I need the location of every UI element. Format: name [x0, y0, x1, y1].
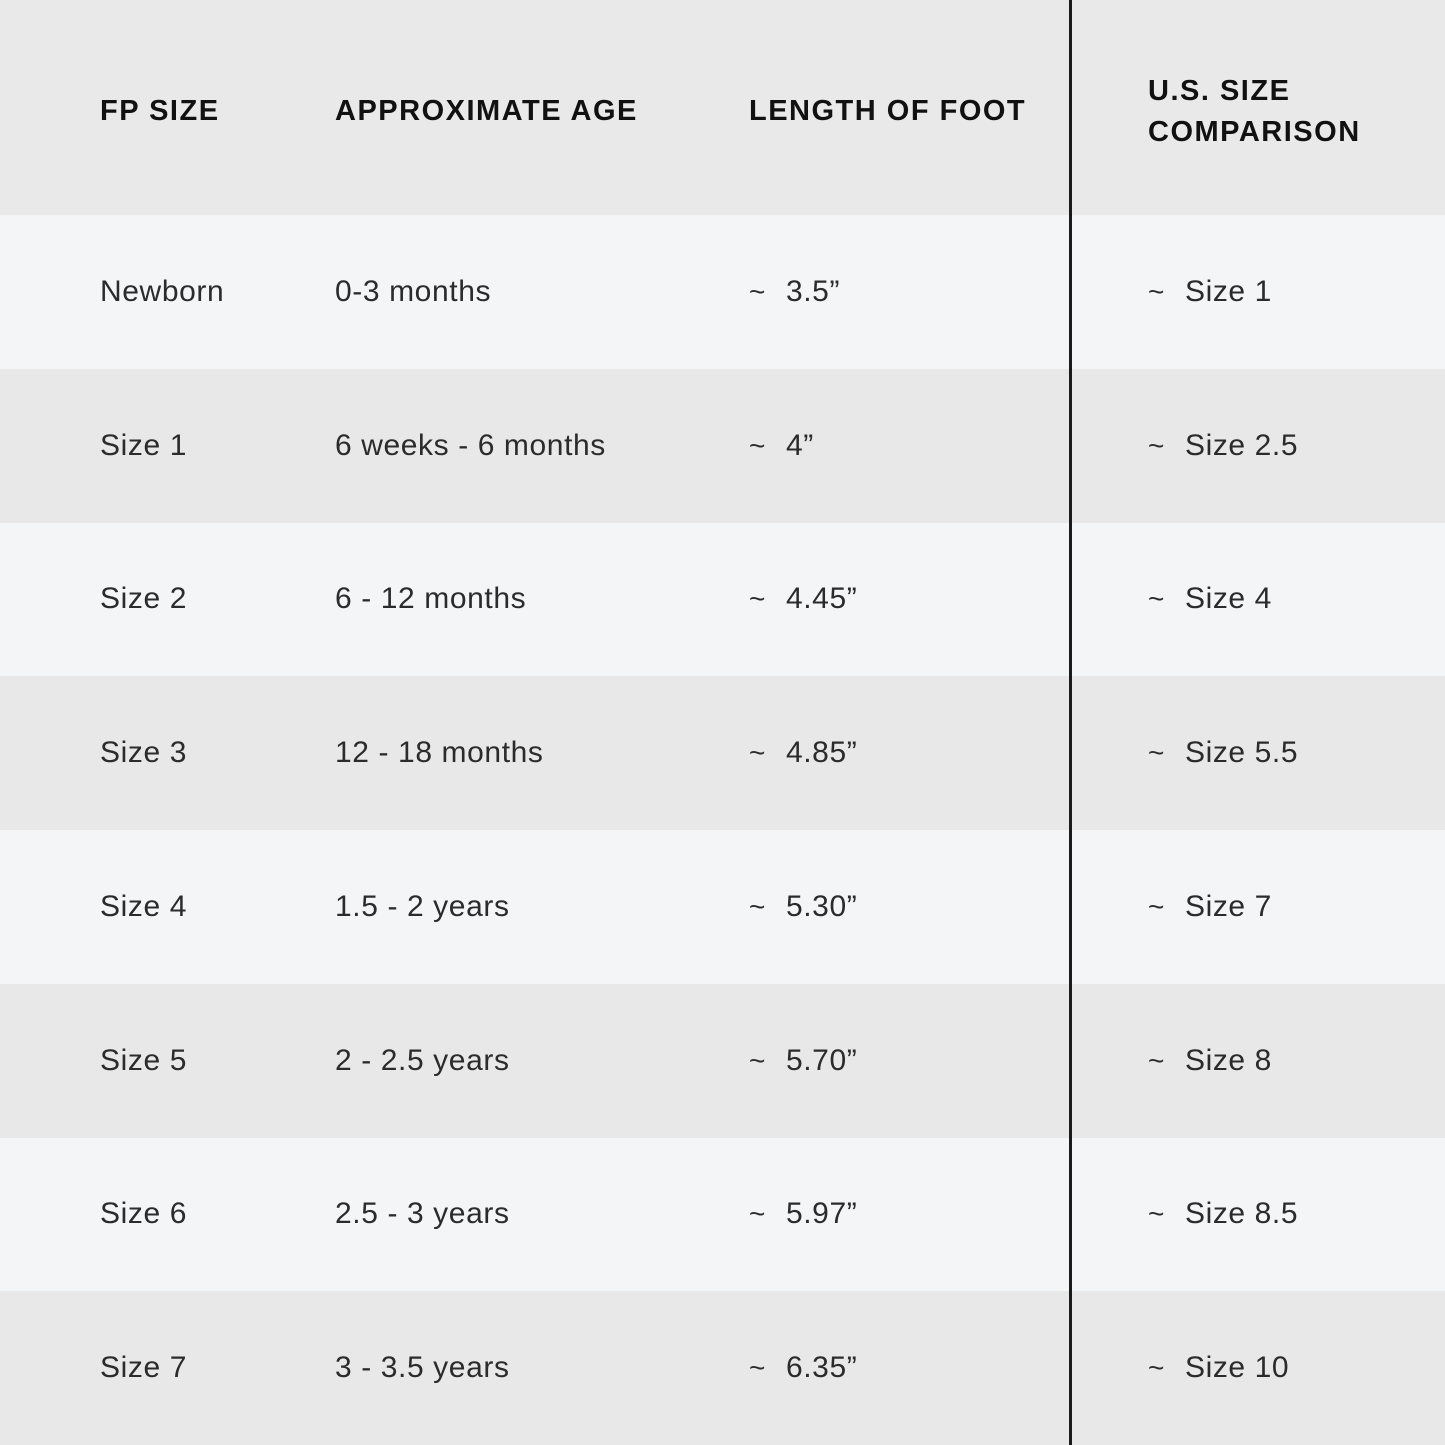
approx-tilde: ~ — [1148, 583, 1165, 615]
table-body: Newborn 0-3 months ~3.5” ~ Size 1 Size 1 … — [0, 215, 1445, 1445]
age-cell: 1.5 - 2 years — [335, 889, 510, 923]
us-size-cell: ~ Size 5.5 — [1071, 736, 1445, 770]
age-cell: 6 - 12 months — [335, 582, 527, 616]
length-value: 4.45” — [785, 582, 858, 616]
us-size-cell: ~ Size 10 — [1071, 1351, 1445, 1385]
length-value: 4” — [785, 428, 814, 462]
fp-size-cell: Size 6 — [100, 1197, 187, 1231]
fp-size-cell: Size 7 — [100, 1351, 187, 1385]
us-size-value: Size 1 — [1184, 274, 1272, 308]
fp-size-cell: Size 1 — [100, 428, 187, 462]
approx-tilde: ~ — [1148, 1044, 1165, 1076]
length-value: 3.5” — [785, 274, 841, 308]
us-size-value: Size 8 — [1184, 1043, 1272, 1077]
us-size-value: Size 10 — [1184, 1351, 1290, 1385]
header-us-size: U.S. SIZE COMPARISON — [1148, 74, 1361, 148]
approx-tilde: ~ — [749, 1044, 766, 1076]
us-size-cell: ~ Size 4 — [1071, 582, 1445, 616]
table-row: Size 2 6 - 12 months ~4.45” ~ Size 4 — [0, 522, 1445, 677]
fp-size-cell: Size 3 — [100, 736, 187, 770]
approx-tilde: ~ — [1148, 275, 1165, 307]
approx-tilde: ~ — [749, 737, 766, 769]
fp-size-cell: Size 5 — [100, 1043, 187, 1077]
table-row: Newborn 0-3 months ~3.5” ~ Size 1 — [0, 215, 1445, 369]
us-size-cell: ~ Size 2.5 — [1071, 429, 1445, 463]
us-size-value: Size 5.5 — [1184, 736, 1299, 770]
length-cell: ~5.70” — [725, 1044, 1071, 1078]
age-cell: 6 weeks - 6 months — [335, 428, 606, 462]
fp-size-cell: Size 4 — [100, 889, 187, 923]
length-cell: ~5.97” — [725, 1197, 1071, 1231]
length-cell: ~6.35” — [725, 1351, 1071, 1385]
header-length: LENGTH OF FOOT — [749, 95, 1027, 127]
table-row: Size 6 2.5 - 3 years ~5.97” ~ Size 8.5 — [0, 1137, 1445, 1292]
length-cell: ~4.85” — [725, 736, 1071, 770]
us-size-cell: ~ Size 1 — [1071, 275, 1445, 309]
approx-tilde: ~ — [1148, 737, 1165, 769]
table-row: Size 7 3 - 3.5 years ~6.35” ~ Size 10 — [0, 1291, 1445, 1445]
age-cell: 3 - 3.5 years — [335, 1351, 510, 1385]
us-size-cell: ~ Size 7 — [1071, 890, 1445, 924]
approx-tilde: ~ — [1148, 1352, 1165, 1384]
us-size-value: Size 8.5 — [1184, 1197, 1299, 1231]
approx-tilde: ~ — [749, 890, 766, 922]
length-cell: ~5.30” — [725, 890, 1071, 924]
fp-size-cell: Size 2 — [100, 582, 187, 616]
fp-size-cell: Newborn — [100, 274, 225, 308]
length-cell: ~4.45” — [725, 582, 1071, 616]
table-row: Size 1 6 weeks - 6 months ~4” ~ Size 2.5 — [0, 368, 1445, 523]
column-divider-line — [1069, 0, 1072, 1445]
us-size-cell: ~ Size 8 — [1071, 1044, 1445, 1078]
table-row: Size 4 1.5 - 2 years ~5.30” ~ Size 7 — [0, 830, 1445, 984]
age-cell: 0-3 months — [335, 274, 492, 308]
approx-tilde: ~ — [749, 429, 766, 461]
length-value: 5.70” — [785, 1043, 858, 1077]
age-cell: 2 - 2.5 years — [335, 1043, 510, 1077]
us-size-value: Size 7 — [1184, 889, 1272, 923]
us-size-cell: ~ Size 8.5 — [1071, 1197, 1445, 1231]
us-size-value: Size 4 — [1184, 582, 1272, 616]
length-value: 6.35” — [785, 1351, 858, 1385]
table-header-row: FP SIZE APPROXIMATE AGE LENGTH OF FOOT U… — [0, 0, 1445, 215]
age-cell: 12 - 18 months — [335, 736, 544, 770]
length-value: 4.85” — [785, 736, 858, 770]
approx-tilde: ~ — [749, 1352, 766, 1384]
table-row: Size 3 12 - 18 months ~4.85” ~ Size 5.5 — [0, 676, 1445, 830]
table-row: Size 5 2 - 2.5 years ~5.70” ~ Size 8 — [0, 983, 1445, 1138]
length-cell: ~3.5” — [725, 275, 1071, 309]
approx-tilde: ~ — [749, 583, 766, 615]
length-cell: ~4” — [725, 429, 1071, 463]
length-value: 5.97” — [785, 1197, 858, 1231]
approx-tilde: ~ — [749, 275, 766, 307]
approx-tilde: ~ — [1148, 429, 1165, 461]
approx-tilde: ~ — [749, 1198, 766, 1230]
approx-tilde: ~ — [1148, 890, 1165, 922]
us-size-value: Size 2.5 — [1184, 428, 1299, 462]
length-value: 5.30” — [785, 889, 858, 923]
age-cell: 2.5 - 3 years — [335, 1197, 510, 1231]
header-fp-size: FP SIZE — [100, 95, 220, 127]
header-age: APPROXIMATE AGE — [335, 95, 638, 127]
approx-tilde: ~ — [1148, 1198, 1165, 1230]
